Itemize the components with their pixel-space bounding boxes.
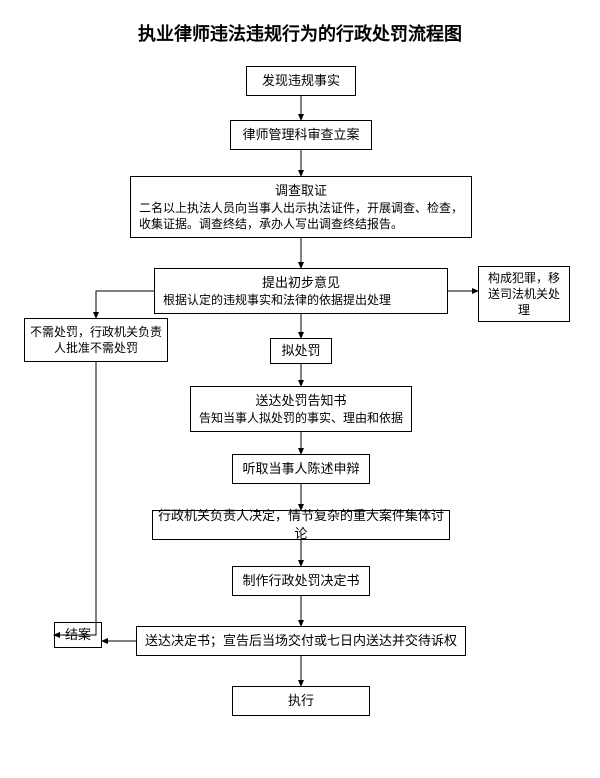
node-filing: 律师管理科审查立案: [230, 120, 372, 150]
node-deliver: 送达决定书；宣告后当场交付或七日内送达并交待诉权: [136, 626, 466, 656]
node-discover: 发现违规事实: [246, 66, 356, 96]
node-execute: 执行: [232, 686, 370, 716]
node-hearing: 听取当事人陈述申辩: [232, 454, 370, 484]
node-notice: 送达处罚告知书 告知当事人拟处罚的事实、理由和依据: [190, 386, 412, 432]
node-decision: 行政机关负责人决定，情节复杂的重大案件集体讨论: [152, 510, 450, 540]
node-propose-penalty: 拟处罚: [270, 338, 332, 364]
node-criminal: 构成犯罪，移送司法机关处理: [478, 266, 570, 322]
page-title: 执业律师违法违规行为的行政处罚流程图: [0, 20, 600, 46]
node-draft: 制作行政处罚决定书: [232, 566, 370, 596]
node-preliminary: 提出初步意见 根据认定的违规事实和法律的依据提出处理: [154, 268, 448, 314]
node-investigate: 调查取证 二名以上执法人员向当事人出示执法证件，开展调查、检查，收集证据。调查终…: [130, 176, 472, 238]
node-no-penalty: 不需处罚，行政机关负责人批准不需处罚: [24, 318, 168, 362]
node-close: 结案: [54, 622, 102, 648]
